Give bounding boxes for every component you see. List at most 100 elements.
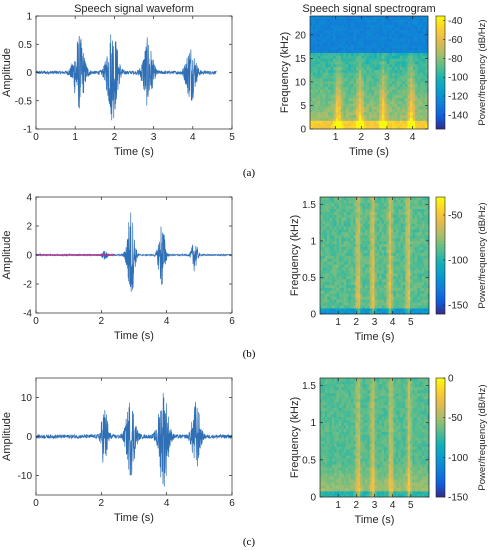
colorbar-step [436,16,445,20]
spectrogram-cell [414,246,418,250]
spectrogram-cell [333,89,336,93]
spectrogram-cell [386,35,390,39]
spectrogram-cell [338,202,342,207]
spectrogram-cell [365,461,368,465]
spectrogram-cell [372,281,375,286]
spectrogram-cell [350,431,354,435]
spectrogram-cell [331,220,335,224]
spectrogram-cell [350,395,354,400]
spectrogram-cell [360,237,363,242]
spectrogram-cell [397,47,401,51]
spectrogram-cell [320,378,323,382]
spectrogram-cell [412,64,416,68]
spectrogram-cell [329,205,333,209]
spectrogram-cell [397,61,401,65]
spectrogram-cell [348,252,352,256]
spectrogram-cell [405,197,408,201]
spectrogram-cell [417,83,421,87]
spectrogram-cell [383,278,387,283]
spectrogram-cell [320,494,323,498]
spectrogram-cell [327,446,330,450]
spectrogram-cell [398,284,401,288]
spectrogram-cell [331,386,335,391]
spectrogram-cell [353,75,357,79]
spectrogram-cell [360,443,363,447]
spectrogram-cell [358,41,362,45]
spectrogram-cell [360,214,363,218]
spectrogram-cell [341,255,344,259]
spectrogram-cell [410,267,413,271]
spectrogram-cell [360,197,363,201]
spectrogram-cell [374,49,377,54]
spectrogram-cell [357,410,361,414]
spectrogram-cell [383,240,387,245]
spectrogram-cell [315,78,318,82]
spectrogram-cell [388,252,392,256]
spectrogram-cell [324,264,328,268]
spectrogram-cell [397,103,401,107]
spectrogram-cell [338,434,342,438]
spectrogram-cell [312,109,316,113]
spectrogram-cell [322,103,326,107]
spectrogram-cell [315,66,318,70]
spectrogram-cell [350,258,354,262]
spectrogram-cell [369,240,373,245]
spectrogram-cell [414,299,418,303]
spectrogram-cell [374,470,378,474]
spectrogram-cell [329,296,333,300]
spectrogram-cell [386,72,390,76]
spectrogram-cell [324,296,328,300]
spectrogram-cell [386,61,390,65]
spectrogram-cell [402,47,406,51]
spectrogram-cell [362,305,366,309]
spectrogram-cell [362,383,366,388]
spectrogram-cell [417,240,420,245]
spectrogram-cell [407,287,411,291]
spectrogram-cell [372,223,375,227]
spectrogram-cell [331,491,335,495]
spectrogram-cell [336,401,340,406]
spectrogram-cell [414,258,418,262]
spectrogram-cell [358,16,362,20]
spectrogram-cell [369,299,373,303]
spectrogram-cell [350,311,354,315]
spectrogram-cell [414,217,418,221]
spectrogram-cell [388,278,392,283]
spectrogram-cell [350,275,354,280]
spectrogram-cell [379,458,382,462]
spectrogram-cell [345,123,349,127]
spectrogram-cell [357,205,361,209]
spectrogram-cell [386,117,390,121]
spectrogram-cell [420,106,424,110]
spectrogram-cell [358,24,362,28]
spectrogram-cell [379,264,382,268]
spectrogram-cell [388,202,392,207]
spectrogram-cell [320,126,324,130]
spectrogram-cell [353,69,357,73]
spectrogram-cell [369,249,373,253]
spectrogram-cell [341,425,344,429]
spectrogram-cell [320,267,323,271]
spectrogram-cell [388,287,392,291]
spectrogram-cell [424,273,427,277]
spectrogram-cell [361,41,365,45]
spectrogram-cell [425,30,429,34]
spectrogram-cell [336,404,340,409]
spectrogram-cell [343,27,347,31]
spectrogram-cell [379,106,383,110]
spectrogram-cell [335,72,339,76]
spectrogram-cell [338,32,342,37]
spectrogram-cell [379,461,382,465]
spectrogram-cell [356,117,360,121]
spectrogram-cell [338,413,342,417]
spectrogram-cell [357,197,361,201]
spectrogram-cell [374,278,378,283]
spectrogram-cell [412,252,416,256]
spectrogram-cell [315,83,318,87]
spectrogram-cell [386,55,390,59]
spectrogram-cell [336,199,340,204]
spectrogram-cell [338,443,342,447]
spectrogram-cell [329,202,333,207]
spectrogram-cell [381,58,385,62]
spectrogram-cell [376,443,380,447]
